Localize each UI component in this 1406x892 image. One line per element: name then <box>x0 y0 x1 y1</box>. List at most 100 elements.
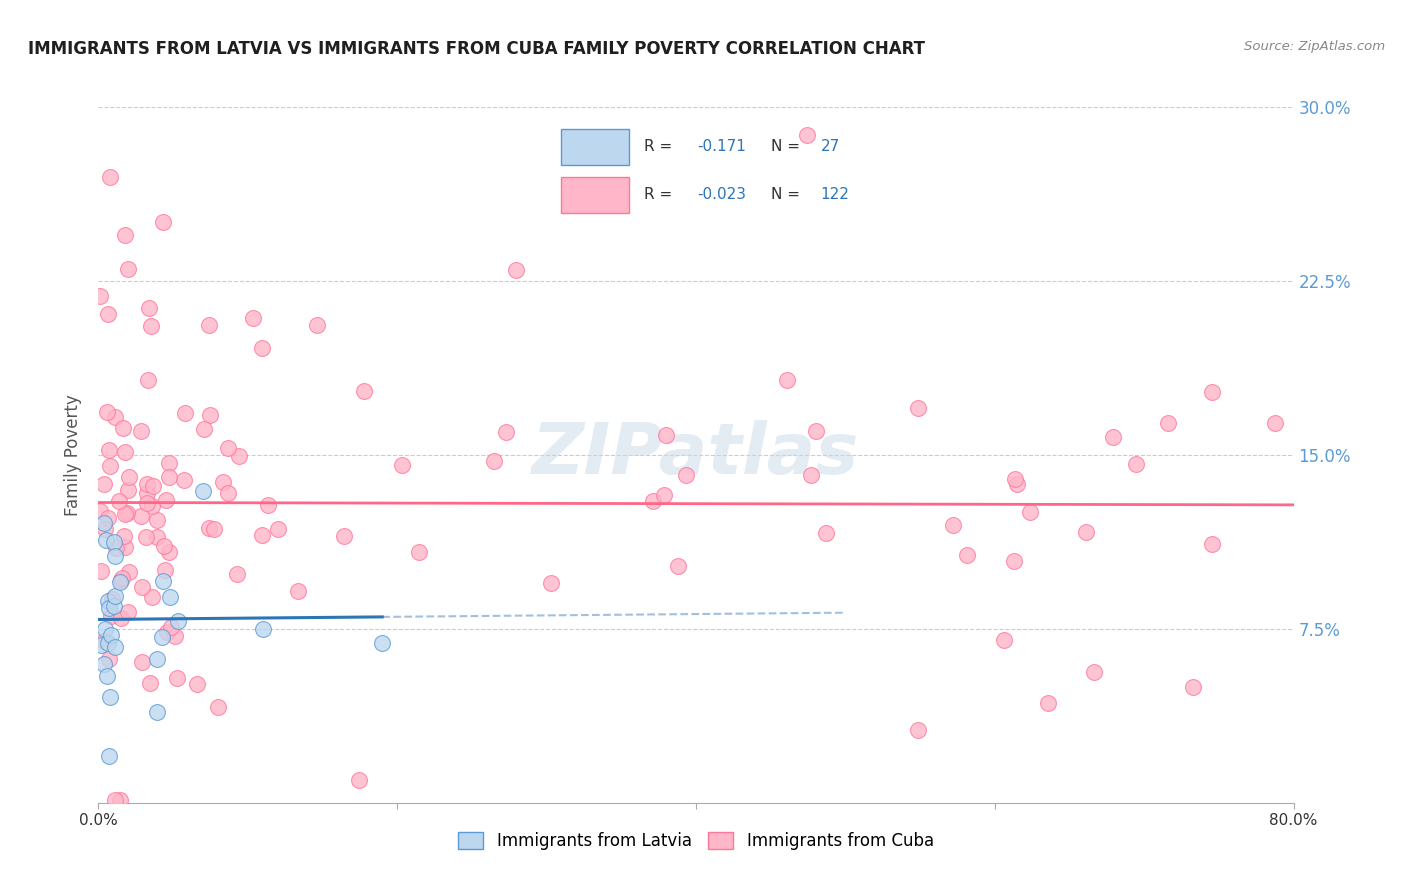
Text: N =: N = <box>770 139 800 154</box>
Point <box>142 479 165 493</box>
Point <box>108 793 131 807</box>
Point <box>157 470 180 484</box>
Point <box>89 504 111 518</box>
Point <box>160 620 183 634</box>
Y-axis label: Family Poverty: Family Poverty <box>65 394 83 516</box>
Point <box>131 580 153 594</box>
Point <box>956 549 979 563</box>
Point <box>675 467 697 482</box>
Point <box>118 469 141 483</box>
Point <box>97 307 120 321</box>
Point <box>242 310 264 325</box>
Point <box>159 456 181 470</box>
Point <box>93 634 115 648</box>
Point <box>307 318 329 332</box>
Point <box>145 705 167 719</box>
Point <box>112 421 135 435</box>
Point <box>173 406 195 420</box>
Point <box>138 301 160 315</box>
Point <box>159 591 181 605</box>
Point <box>111 571 134 585</box>
Point <box>110 574 132 589</box>
Point <box>200 409 222 423</box>
Point <box>97 443 120 458</box>
Point <box>1157 416 1180 430</box>
Point <box>98 458 121 473</box>
Point <box>104 640 127 654</box>
Point <box>391 458 413 472</box>
Point <box>150 630 173 644</box>
Point <box>101 591 124 606</box>
Point <box>641 494 664 508</box>
Point <box>226 566 249 581</box>
Point <box>333 529 356 543</box>
Point <box>408 544 430 558</box>
Point <box>796 128 818 142</box>
Point <box>98 169 122 184</box>
Point <box>347 772 370 787</box>
Point <box>104 793 127 807</box>
Point <box>98 748 121 763</box>
Text: N =: N = <box>770 187 800 202</box>
Point <box>1002 554 1025 568</box>
Point <box>1201 385 1223 400</box>
Point <box>1102 430 1125 444</box>
Point <box>100 628 122 642</box>
Point <box>1125 457 1147 471</box>
Point <box>942 517 965 532</box>
Point <box>89 288 111 302</box>
Point <box>104 409 127 424</box>
Point <box>117 605 139 619</box>
Point <box>93 516 115 531</box>
Point <box>97 594 120 608</box>
Point <box>1074 525 1097 540</box>
Point <box>97 636 120 650</box>
Point <box>173 473 195 487</box>
Point <box>191 484 214 499</box>
Point <box>141 499 163 513</box>
Point <box>152 214 174 228</box>
Point <box>96 668 118 682</box>
Point <box>93 622 115 636</box>
Point <box>103 599 125 613</box>
Point <box>482 454 505 468</box>
Point <box>94 533 117 547</box>
Point <box>112 529 135 543</box>
Point <box>146 513 169 527</box>
Point <box>139 319 162 334</box>
Point <box>157 545 180 559</box>
Point <box>131 509 153 524</box>
Point <box>1181 681 1204 695</box>
Text: R =: R = <box>644 187 672 202</box>
Point <box>193 422 215 436</box>
Point <box>907 723 929 737</box>
Point <box>110 573 132 587</box>
Point <box>153 539 176 553</box>
Point <box>655 427 678 442</box>
Point <box>207 700 229 714</box>
Point <box>96 405 118 419</box>
Point <box>97 652 120 666</box>
Point <box>108 494 131 508</box>
Point <box>1004 472 1026 486</box>
Point <box>141 590 163 604</box>
Point <box>505 263 527 277</box>
Point <box>257 498 280 512</box>
Point <box>104 589 127 603</box>
Point <box>1007 476 1029 491</box>
Point <box>217 486 239 500</box>
Point <box>266 522 288 536</box>
Point <box>118 565 141 579</box>
Text: -0.171: -0.171 <box>697 139 745 154</box>
Point <box>776 373 799 387</box>
Point <box>666 558 689 573</box>
Point <box>135 496 157 510</box>
Point <box>1264 417 1286 431</box>
Point <box>136 485 159 500</box>
Point <box>90 565 112 579</box>
Point <box>252 622 274 636</box>
Point <box>495 425 517 439</box>
Point <box>155 492 177 507</box>
Point <box>114 507 136 521</box>
Point <box>117 483 139 497</box>
